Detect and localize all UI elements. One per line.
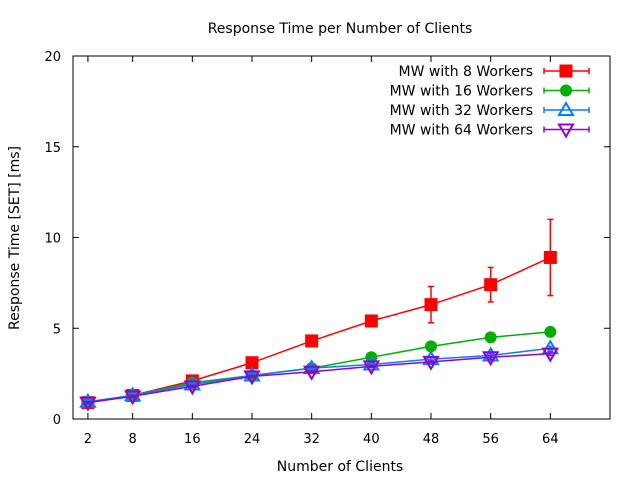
series-1	[81, 218, 557, 410]
data-point	[481, 346, 500, 362]
legend-marker	[560, 84, 572, 97]
data-point	[123, 390, 142, 406]
legend-entry-3: MW with 32 Workers	[390, 101, 590, 119]
data-point	[422, 350, 440, 366]
x-tick-label: 24	[244, 432, 261, 447]
data-point	[544, 325, 557, 338]
y-tick-label: 15	[44, 141, 61, 156]
data-point	[305, 334, 319, 348]
data-point	[79, 396, 97, 412]
data-point	[422, 355, 440, 371]
x-tick-label: 32	[303, 432, 320, 447]
legend-label: MW with 32 Workers	[390, 103, 533, 119]
data-point	[362, 355, 381, 371]
x-tick-label: 56	[482, 432, 499, 447]
y-tick-label: 20	[44, 50, 61, 65]
y-axis-label: Response Time [SET] [ms]	[7, 146, 23, 330]
data-point	[424, 298, 438, 312]
data-point	[543, 250, 557, 264]
legend-entry-2: MW with 16 Workers	[390, 84, 590, 100]
x-tick-label: 8	[129, 432, 137, 447]
x-tick-label: 40	[363, 432, 380, 447]
legend-label: MW with 64 Workers	[390, 123, 533, 139]
data-point	[481, 351, 500, 367]
x-axis-label: Number of Clients	[277, 459, 403, 475]
chart-title: Response Time per Number of Clients	[208, 21, 473, 37]
legend-marker	[557, 123, 575, 139]
axes: 2 8 16 24 32 40 48 56 64 0 5 10 15 20	[44, 50, 610, 447]
data-point	[484, 331, 497, 344]
legend-label: MW with 8 Workers	[399, 64, 534, 80]
series-line	[87, 347, 551, 403]
series-line	[87, 256, 551, 404]
legend-marker	[559, 64, 573, 78]
x-tick-label: 16	[184, 432, 201, 447]
data-point	[79, 392, 97, 408]
data-point	[484, 278, 498, 292]
series-line	[87, 352, 551, 404]
data-point	[183, 375, 202, 391]
y-tick-label: 5	[53, 322, 61, 337]
data-point	[364, 314, 378, 328]
data-point	[302, 365, 321, 381]
series-3	[79, 339, 560, 408]
data-point	[541, 347, 560, 363]
y-tick-label: 0	[53, 413, 61, 428]
legend-label: MW with 16 Workers	[390, 84, 533, 100]
data-point	[183, 380, 202, 396]
legend: MW with 8 Workers MW with 16 Workers MW wi…	[390, 64, 590, 139]
data-point	[362, 360, 381, 376]
x-tick-label: 48	[423, 432, 440, 447]
series-4	[79, 347, 560, 412]
data-point	[123, 386, 142, 402]
data-series	[79, 218, 560, 412]
x-tick-label: 64	[542, 432, 559, 447]
data-point	[243, 366, 261, 382]
legend-marker	[557, 101, 575, 116]
data-point	[243, 370, 261, 386]
x-tick-label: 2	[84, 432, 92, 447]
legend-entry-1: MW with 8 Workers	[399, 64, 590, 80]
y-tick-label: 10	[44, 232, 61, 247]
legend-entry-4: MW with 64 Workers	[390, 123, 590, 139]
